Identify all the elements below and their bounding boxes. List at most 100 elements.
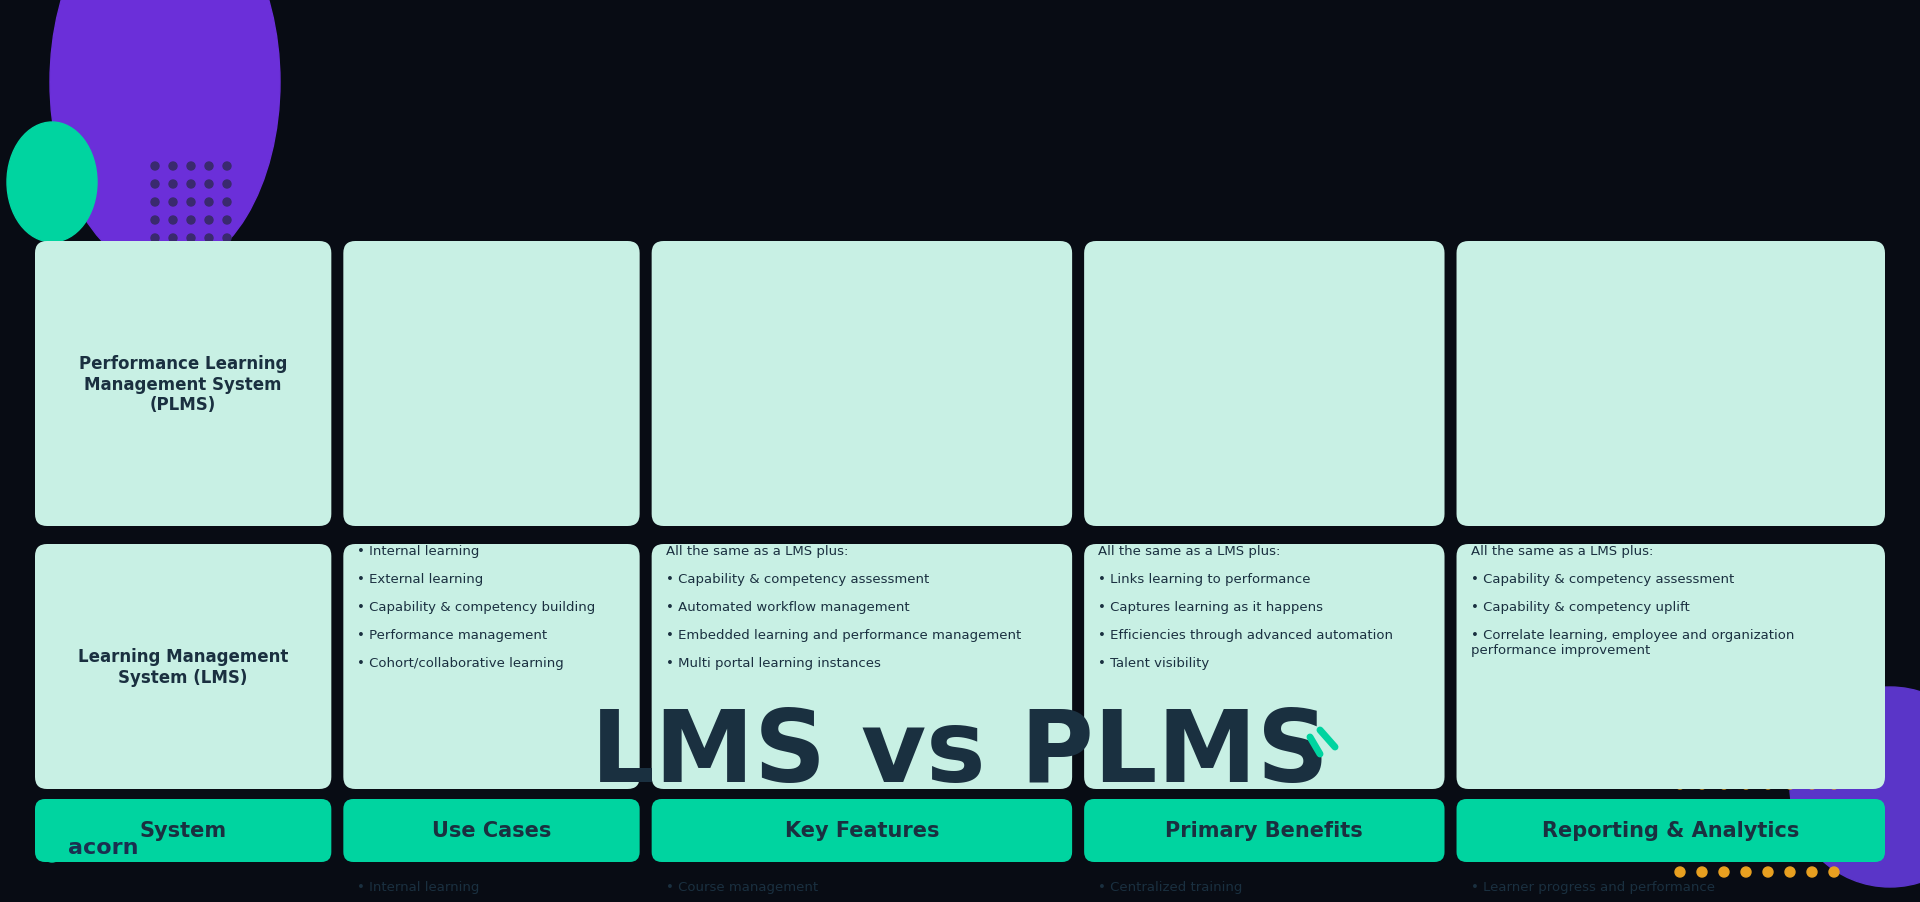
Text: • Efficiencies through advanced automation: • Efficiencies through advanced automati… <box>1098 629 1394 641</box>
Text: • Embedded learning and performance management: • Embedded learning and performance mana… <box>666 629 1021 641</box>
Text: System: System <box>140 821 227 841</box>
Ellipse shape <box>8 123 98 243</box>
Circle shape <box>1718 867 1730 877</box>
FancyBboxPatch shape <box>1457 242 1885 527</box>
Text: All the same as a LMS plus:: All the same as a LMS plus: <box>1098 545 1281 557</box>
Circle shape <box>169 216 177 225</box>
Circle shape <box>1697 867 1707 877</box>
Circle shape <box>152 253 159 261</box>
Ellipse shape <box>50 0 280 272</box>
Circle shape <box>1718 845 1730 855</box>
FancyBboxPatch shape <box>35 545 332 789</box>
Circle shape <box>205 180 213 189</box>
FancyBboxPatch shape <box>35 799 332 862</box>
FancyBboxPatch shape <box>344 799 639 862</box>
FancyBboxPatch shape <box>651 545 1071 789</box>
Text: • Learner progress and performance: • Learner progress and performance <box>1471 880 1715 893</box>
Text: • Multi portal learning instances: • Multi portal learning instances <box>666 657 881 669</box>
Ellipse shape <box>1789 687 1920 887</box>
Circle shape <box>1830 824 1839 833</box>
Text: • Captures learning as it happens: • Captures learning as it happens <box>1098 601 1323 613</box>
Circle shape <box>1763 867 1772 877</box>
Text: • Internal learning: • Internal learning <box>357 545 480 557</box>
Circle shape <box>169 271 177 279</box>
Circle shape <box>1786 801 1795 811</box>
Circle shape <box>223 198 230 207</box>
Text: • Cohort/collaborative learning: • Cohort/collaborative learning <box>357 657 564 669</box>
FancyBboxPatch shape <box>651 242 1071 527</box>
Circle shape <box>152 198 159 207</box>
Circle shape <box>1741 867 1751 877</box>
Text: Use Cases: Use Cases <box>432 821 551 841</box>
Circle shape <box>152 163 159 170</box>
Circle shape <box>186 198 196 207</box>
Circle shape <box>152 271 159 279</box>
Circle shape <box>1763 824 1772 833</box>
Text: • Capability & competency building: • Capability & competency building <box>357 601 595 613</box>
Circle shape <box>223 271 230 279</box>
Text: • Capability & competency assessment: • Capability & competency assessment <box>666 573 929 585</box>
Circle shape <box>186 289 196 297</box>
Circle shape <box>1718 824 1730 833</box>
FancyBboxPatch shape <box>1085 799 1444 862</box>
Circle shape <box>223 253 230 261</box>
Circle shape <box>1741 824 1751 833</box>
FancyBboxPatch shape <box>651 799 1071 862</box>
Text: • Performance management: • Performance management <box>357 629 547 641</box>
Circle shape <box>186 216 196 225</box>
Circle shape <box>1697 845 1707 855</box>
Circle shape <box>205 235 213 243</box>
Text: LMS vs PLMS: LMS vs PLMS <box>591 705 1329 803</box>
Circle shape <box>1807 824 1816 833</box>
Circle shape <box>205 271 213 279</box>
Circle shape <box>152 289 159 297</box>
Circle shape <box>1741 801 1751 811</box>
Circle shape <box>1763 845 1772 855</box>
Text: • Links learning to performance: • Links learning to performance <box>1098 573 1311 585</box>
Text: All the same as a LMS plus:: All the same as a LMS plus: <box>666 545 849 557</box>
Text: • Capability & competency uplift: • Capability & competency uplift <box>1471 601 1690 613</box>
Circle shape <box>1807 867 1816 877</box>
Circle shape <box>169 163 177 170</box>
Text: • Internal learning: • Internal learning <box>357 880 480 893</box>
Circle shape <box>1718 779 1730 789</box>
Circle shape <box>223 235 230 243</box>
Text: Performance Learning
Management System
(PLMS): Performance Learning Management System (… <box>79 354 288 414</box>
Circle shape <box>1807 801 1816 811</box>
Circle shape <box>1763 801 1772 811</box>
Circle shape <box>1830 845 1839 855</box>
Text: • Course management: • Course management <box>666 880 818 893</box>
Circle shape <box>186 253 196 261</box>
Text: Key Features: Key Features <box>785 821 939 841</box>
Text: • Talent visibility: • Talent visibility <box>1098 657 1210 669</box>
Text: Learning Management
System (LMS): Learning Management System (LMS) <box>79 648 288 686</box>
Circle shape <box>1807 779 1816 789</box>
Text: • Automated workflow management: • Automated workflow management <box>666 601 910 613</box>
FancyBboxPatch shape <box>1085 545 1444 789</box>
Circle shape <box>1786 779 1795 789</box>
Text: • External learning: • External learning <box>357 573 484 585</box>
Text: • Correlate learning, employee and organization
performance improvement: • Correlate learning, employee and organ… <box>1471 629 1793 657</box>
Text: Reporting & Analytics: Reporting & Analytics <box>1542 821 1799 841</box>
Circle shape <box>1786 845 1795 855</box>
FancyBboxPatch shape <box>1457 545 1885 789</box>
Ellipse shape <box>40 832 63 862</box>
Circle shape <box>152 235 159 243</box>
Circle shape <box>205 216 213 225</box>
Circle shape <box>1741 779 1751 789</box>
Circle shape <box>169 235 177 243</box>
Circle shape <box>1674 779 1686 789</box>
Circle shape <box>186 180 196 189</box>
FancyBboxPatch shape <box>1085 242 1444 527</box>
FancyBboxPatch shape <box>344 242 639 527</box>
Circle shape <box>186 163 196 170</box>
Text: • Centralized training: • Centralized training <box>1098 880 1242 893</box>
Circle shape <box>1741 845 1751 855</box>
Circle shape <box>205 253 213 261</box>
Circle shape <box>186 271 196 279</box>
Circle shape <box>1718 801 1730 811</box>
Circle shape <box>1786 824 1795 833</box>
Circle shape <box>205 198 213 207</box>
Circle shape <box>1786 867 1795 877</box>
FancyBboxPatch shape <box>1457 799 1885 862</box>
